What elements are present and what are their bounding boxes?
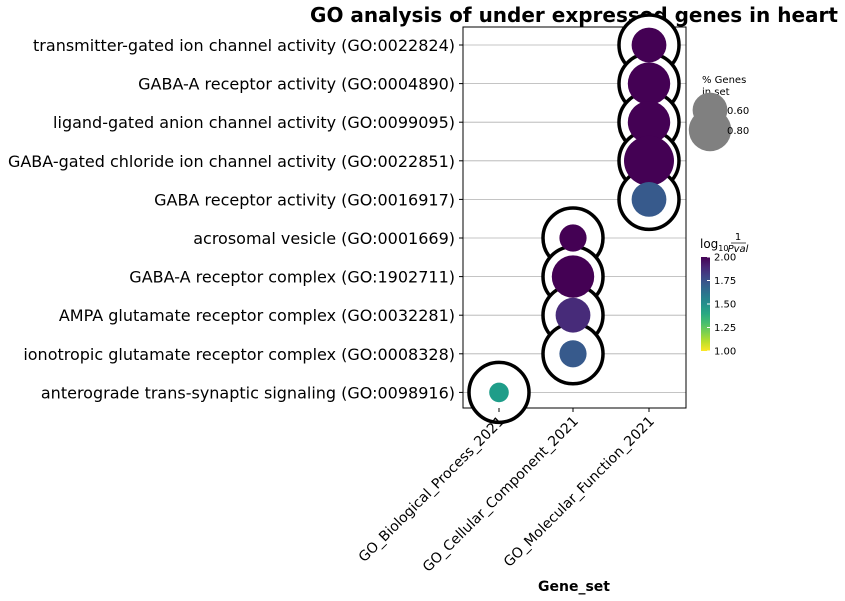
y-tick-label: AMPA glutamate receptor complex (GO:0032…: [59, 306, 455, 325]
y-tick-label: anterograde trans-synaptic signaling (GO…: [41, 383, 455, 402]
colorbar-title-log: log: [700, 237, 718, 251]
colorbar-tick-label: 2.00: [714, 253, 736, 264]
data-point: [489, 382, 509, 403]
y-tick-label: GABA-A receptor activity (GO:0004890): [138, 75, 455, 94]
colorbar-tick-label: 1.75: [714, 276, 736, 287]
y-tick-label: ligand-gated anion channel activity (GO:…: [53, 113, 455, 132]
size-legend-title-line2: in set: [702, 87, 730, 98]
colorbar-title-numerator: 1: [735, 232, 741, 243]
size-legend-label: 0.80: [727, 126, 749, 137]
y-tick-label: GABA-gated chloride ion channel activity…: [8, 152, 455, 171]
colorbar-title: log10: [700, 237, 728, 253]
data-point: [627, 62, 671, 105]
colorbar-title-base: 10: [718, 244, 728, 253]
data-point: [627, 101, 671, 144]
x-tick-label: GO_Biological_Process_2021: [356, 414, 508, 566]
data-points: [467, 13, 681, 425]
colorbar-ticks: 1.00 1.25 1.50 1.75 2.00: [707, 253, 736, 358]
size-legend-label: 0.60: [727, 106, 749, 117]
x-tick-labels: GO_Biological_Process_2021GO_Cellular_Co…: [356, 408, 658, 575]
y-tick-label: transmitter-gated ion channel activity (…: [33, 36, 455, 55]
y-tick-label: acrosomal vesicle (GO:0001669): [193, 229, 455, 248]
y-tick-label: GABA receptor activity (GO:0016917): [154, 190, 455, 209]
data-point: [631, 27, 667, 63]
x-tick-label: GO_Molecular_Function_2021: [501, 414, 658, 571]
size-legend: % Genes in set 0.60 0.80: [688, 75, 749, 152]
data-point: [559, 340, 587, 368]
size-legend-items: 0.60 0.80: [688, 92, 749, 152]
colorbar-gradient: [701, 257, 710, 351]
data-point: [559, 224, 587, 252]
size-legend-marker: [688, 108, 732, 152]
plot-area-frame: [462, 26, 687, 409]
y-tick-label: GABA-A receptor complex (GO:1902711): [129, 268, 455, 287]
x-tick-label: GO_Cellular_Component_2021: [420, 414, 582, 576]
y-tick-label: ionotropic glutamate receptor complex (G…: [23, 345, 455, 364]
data-point: [555, 297, 591, 333]
chart-title: GO analysis of under expressed genes in …: [310, 3, 838, 27]
colorbar-title-denominator: Pval: [728, 244, 749, 255]
data-point: [624, 135, 674, 186]
data-point: [551, 255, 595, 298]
colorbar: log10 1 Pval 1.00 1.25 1.50 1.75 2.00: [700, 232, 749, 358]
size-legend-title-line1: % Genes: [702, 75, 746, 86]
colorbar-tick-label: 1.50: [714, 300, 736, 311]
x-axis-label: Gene_set: [538, 579, 610, 595]
colorbar-tick-label: 1.00: [714, 347, 736, 358]
colorbar-tick-label: 1.25: [714, 323, 736, 334]
dots: [489, 27, 674, 403]
y-tick-labels: transmitter-gated ion channel activity (…: [8, 36, 463, 402]
data-point: [631, 182, 667, 217]
